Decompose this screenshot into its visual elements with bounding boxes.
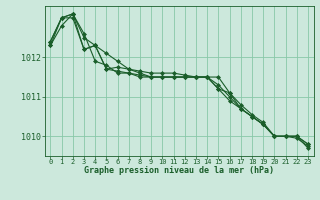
X-axis label: Graphe pression niveau de la mer (hPa): Graphe pression niveau de la mer (hPa) bbox=[84, 166, 274, 175]
